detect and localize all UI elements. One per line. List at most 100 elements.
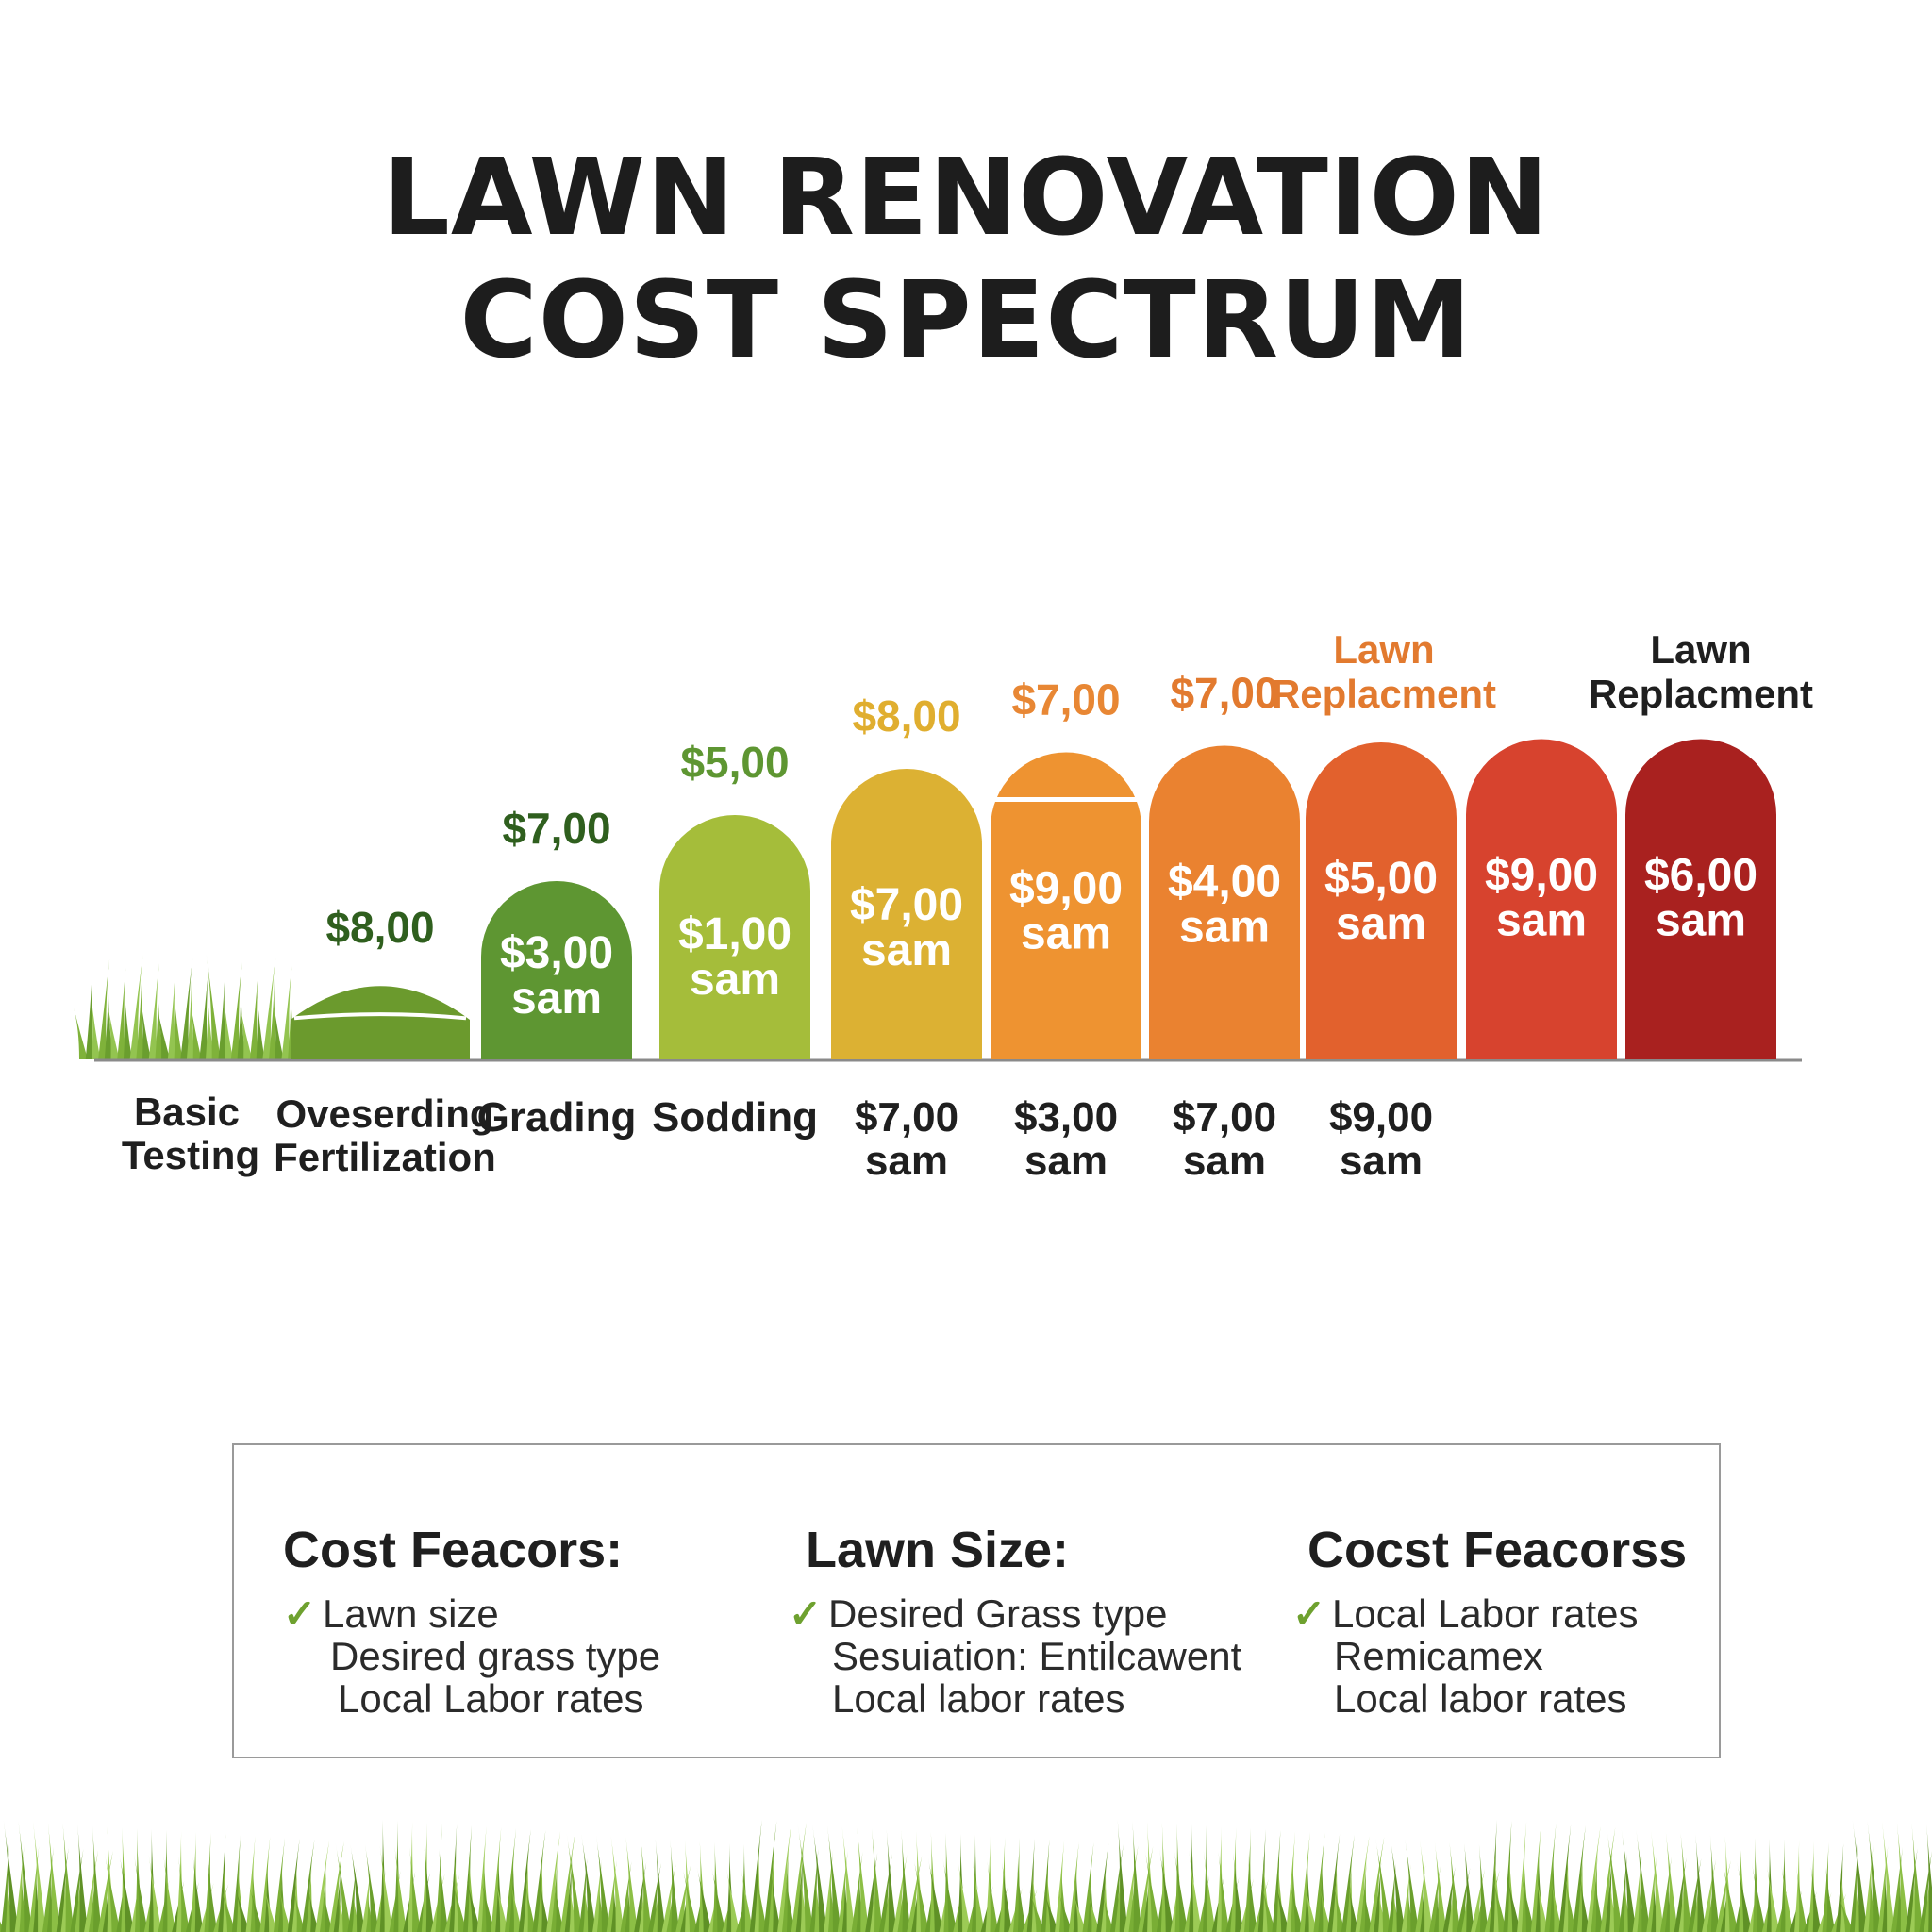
grass-blade: [1695, 1834, 1707, 1932]
grass-blade: [1369, 1837, 1385, 1932]
grass-blade: [1651, 1831, 1665, 1932]
grass-blade: [119, 1853, 135, 1932]
grass-blade: [771, 1872, 782, 1932]
category-label: Basic: [134, 1090, 240, 1134]
grass-blade: [958, 1859, 972, 1932]
grass-blade: [756, 1871, 768, 1932]
grass-blade: [763, 1821, 777, 1932]
grass-blade: [1059, 1866, 1068, 1932]
grass-blade: [1753, 1838, 1761, 1932]
grass-blade: [1739, 1837, 1748, 1932]
factor-item: Remicamex: [1334, 1634, 1543, 1678]
grass-blade: [685, 1840, 694, 1932]
grass-blade: [1636, 1830, 1651, 1932]
grass-blade: [1144, 1847, 1160, 1932]
bar-highlight: [293, 1012, 467, 1021]
grass-blade: [1558, 1824, 1572, 1932]
grass-blade: [670, 1840, 680, 1932]
bar: [659, 815, 810, 1059]
annotation-label: Lawn: [1333, 627, 1434, 672]
grass-blade: [28, 1846, 40, 1932]
factor-item: ✓ Lawn size: [283, 1591, 499, 1636]
grass-blade: [1028, 1890, 1045, 1932]
grass-blade: [655, 1839, 666, 1932]
grass-blade: [1073, 1892, 1087, 1932]
grass-blade: [1334, 1885, 1345, 1932]
bar-value-label: sam: [690, 955, 780, 1005]
grass-blade: [1637, 1880, 1646, 1932]
grass-blade: [569, 1883, 578, 1932]
grass-blade: [338, 1892, 347, 1932]
grass-blade: [828, 1875, 837, 1932]
factors-heading-1: Cost Feacors:: [283, 1522, 624, 1578]
grass-blade: [610, 1886, 620, 1932]
annotation-label: Lawn: [1650, 627, 1751, 672]
grass-blade: [259, 1837, 271, 1932]
bar-top-label: $7,00: [502, 804, 610, 853]
grass-blade: [1291, 1857, 1299, 1932]
grass-blade: [465, 1876, 481, 1932]
grass-blade: [264, 1862, 274, 1932]
grass-blade: [1493, 1845, 1503, 1932]
grass-blade: [236, 1860, 245, 1932]
grass-blade: [1882, 1872, 1891, 1932]
grass-blade: [581, 1834, 597, 1932]
grass-blade: [641, 1838, 652, 1932]
grass-blade: [1420, 1890, 1429, 1932]
annotation-label: Replacment: [1589, 672, 1813, 716]
bar-value-label: $9,00: [1009, 864, 1123, 914]
grass-blade: [301, 1840, 315, 1932]
grass-blade: [77, 1824, 89, 1932]
grass-blade: [1429, 1866, 1441, 1932]
grass-blade: [287, 1839, 300, 1932]
grass-blade: [328, 1841, 344, 1932]
grass-blade: [800, 1874, 809, 1932]
grass-blade: [1262, 1855, 1272, 1932]
grass-blade: [546, 1831, 561, 1932]
grass-blade: [872, 1828, 883, 1932]
grass-blade: [1203, 1851, 1216, 1932]
bar-top-label: $5,00: [680, 738, 789, 787]
grass-blade: [1609, 1878, 1619, 1932]
grass-blade: [1586, 1826, 1601, 1932]
grass-blade: [42, 1847, 54, 1932]
grass-blade: [1838, 1894, 1854, 1932]
grass-blade: [726, 1843, 736, 1932]
grass-blade: [439, 1849, 449, 1932]
grass-blade: [1233, 1853, 1244, 1932]
grass-blade: [1031, 1864, 1041, 1932]
grass-blade: [1363, 1887, 1374, 1932]
grass-blade: [1147, 1822, 1157, 1932]
category-label: Sodding: [652, 1094, 818, 1141]
grass-blade: [1391, 1889, 1401, 1932]
grass-blade: [1825, 1868, 1836, 1932]
grass-blade: [1304, 1857, 1313, 1932]
grass-blade: [1600, 1827, 1616, 1932]
category-label: sam: [1340, 1138, 1423, 1184]
grass-blade: [749, 1820, 762, 1932]
grass-blade: [595, 1835, 610, 1932]
grass-blade: [1274, 1881, 1291, 1932]
factor-item: Local Labor rates: [338, 1676, 644, 1721]
factor-item: ✓ Desired Grass type: [789, 1591, 1168, 1636]
grass-blade: [1550, 1874, 1563, 1932]
grass-blade: [625, 1837, 639, 1932]
grass-blade: [92, 1825, 102, 1932]
bar-value-label: sam: [1656, 896, 1746, 946]
grass-blade: [481, 1852, 491, 1932]
bar-value-label: $5,00: [1324, 854, 1438, 904]
grass-blade: [841, 1826, 856, 1932]
grass-blade: [1781, 1865, 1794, 1932]
grass-blade: [1088, 1893, 1101, 1932]
grass-blade: [791, 1823, 807, 1932]
grass-blade: [1572, 1825, 1586, 1932]
grass-blade: [1117, 1820, 1128, 1932]
grass-blade: [1926, 1824, 1932, 1932]
grass-blade: [1840, 1869, 1850, 1932]
grass-blade: [509, 1879, 523, 1932]
grass-blade: [741, 1870, 754, 1932]
grass-blade: [857, 1827, 870, 1932]
bar: [991, 752, 1141, 1059]
grass-blade: [620, 1861, 632, 1932]
grass-blade: [698, 1841, 708, 1932]
